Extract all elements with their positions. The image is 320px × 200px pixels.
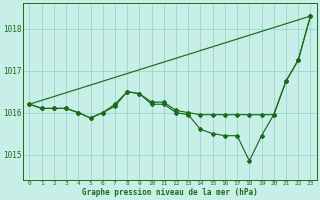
X-axis label: Graphe pression niveau de la mer (hPa): Graphe pression niveau de la mer (hPa) — [82, 188, 258, 197]
